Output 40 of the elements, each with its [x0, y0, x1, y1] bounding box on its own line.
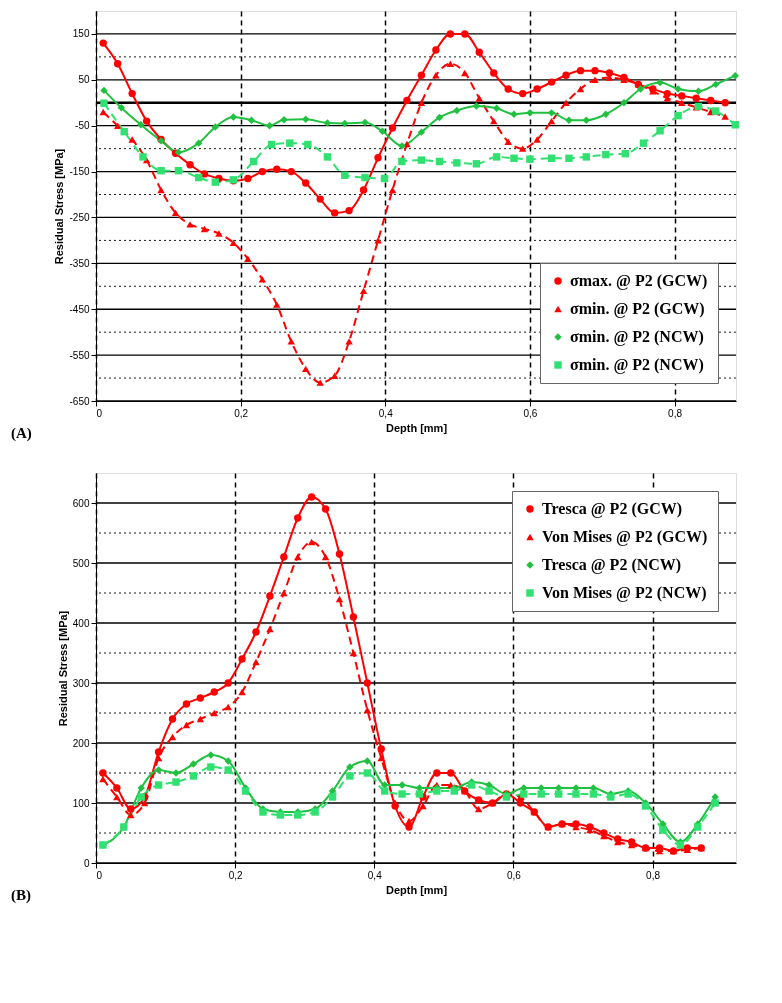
- x-tick-label: 0,4: [378, 407, 394, 419]
- x-axis-title: Depth [mm]: [385, 421, 448, 434]
- legend-label: Tresca @ P2 (GCW): [542, 500, 683, 518]
- x-tick-label: 0: [96, 407, 103, 419]
- y-axis-title: Residual Stress [MPa]: [56, 610, 69, 727]
- y-tick-label: 100: [72, 797, 90, 809]
- legend-label: σmin. @ P2 (NCW): [570, 328, 704, 346]
- legend-label: σmin. @ P2 (GCW): [570, 300, 705, 318]
- legend-label: σmax. @ P2 (GCW): [570, 272, 708, 290]
- y-tick-label: -550: [69, 349, 90, 361]
- y-axis-title: Residual Stress [MPa]: [53, 148, 66, 265]
- y-tick-label: 500: [72, 557, 90, 569]
- legend-label: σmin. @ P2 (NCW): [570, 356, 704, 374]
- x-tick-label: 0,4: [367, 869, 383, 881]
- x-tick-label: 0,2: [234, 407, 249, 419]
- y-tick-label: 150: [72, 28, 90, 40]
- x-tick-label: 0,2: [228, 869, 244, 881]
- y-tick-label: 400: [72, 617, 90, 629]
- y-tick-label: 300: [72, 677, 90, 689]
- y-tick-label: 0: [83, 857, 90, 869]
- y-tick-label: -450: [69, 303, 90, 315]
- x-axis-title: Depth [mm]: [385, 883, 448, 896]
- x-tick-label: 0,8: [646, 869, 661, 881]
- y-tick-label: -350: [69, 257, 90, 269]
- legend-label: Von Mises @ P2 (GCW): [542, 528, 708, 546]
- text: (A): [11, 425, 32, 442]
- legend-label: Von Mises @ P2 (NCW): [542, 584, 707, 602]
- y-tick-label: -50: [75, 120, 90, 132]
- y-tick-label: 600: [72, 497, 90, 509]
- y-tick-label: -250: [69, 211, 90, 223]
- y-tick-label: -150: [69, 166, 90, 178]
- x-tick-label: 0: [96, 869, 103, 881]
- text: (B): [11, 887, 31, 904]
- x-tick-label: 0,8: [668, 407, 683, 419]
- x-tick-label: 0,6: [523, 407, 538, 419]
- legend-label: Tresca @ P2 (NCW): [542, 556, 682, 574]
- y-tick-label: 50: [78, 74, 90, 86]
- y-tick-label: 200: [72, 737, 90, 749]
- y-tick-label: -650: [69, 395, 90, 407]
- x-tick-label: 0,6: [506, 869, 522, 881]
